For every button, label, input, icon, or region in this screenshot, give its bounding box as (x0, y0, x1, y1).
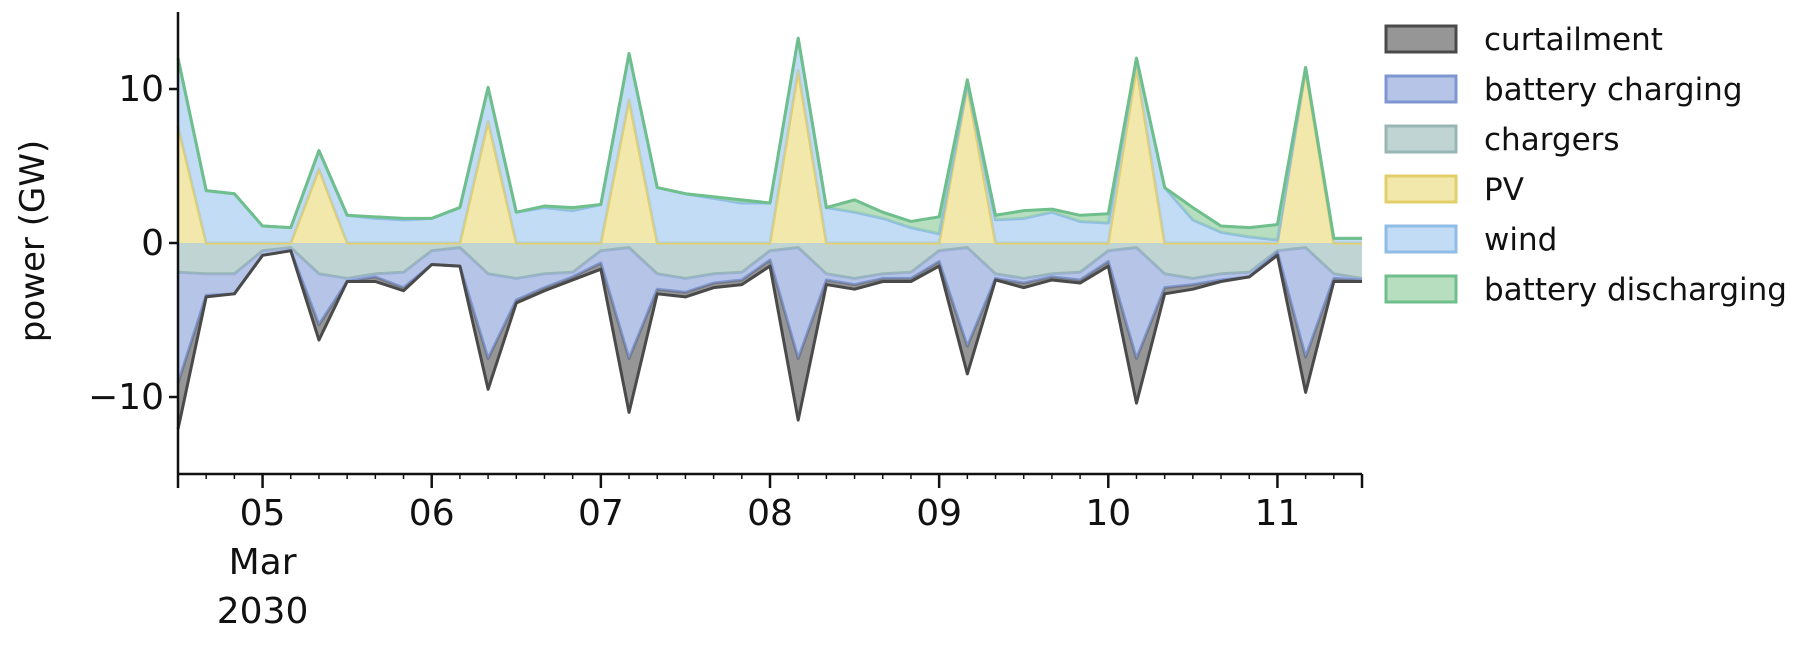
y-tick-label: −10 (88, 377, 164, 418)
x-tick-label: 07 (578, 493, 624, 534)
legend-swatch-pv (1384, 174, 1458, 204)
y-tick-label: 0 (141, 223, 164, 264)
y-tick-label: 10 (118, 69, 164, 110)
legend-label-wind: wind (1484, 222, 1557, 258)
y-axis-label: power (GW) (13, 140, 53, 342)
area-wind (178, 38, 1362, 244)
area-chargers (178, 243, 1362, 279)
x-tick-label: 08 (747, 493, 793, 534)
area-edge-curtailment (176, 249, 1362, 430)
legend-swatch-battery-discharging (1384, 274, 1458, 304)
x-tick-label: 06 (409, 493, 455, 534)
legend-label-pv: PV (1484, 172, 1524, 208)
area-pv (178, 67, 1362, 243)
legend-swatch-battery-charging (1384, 74, 1458, 104)
x-tick-sublabel: 2030 (217, 591, 309, 632)
x-tick-label: 10 (1085, 493, 1131, 534)
x-tick-label: 09 (916, 493, 962, 534)
legend-label-curtailment: curtailment (1484, 22, 1663, 58)
legend-swatch-curtailment (1384, 24, 1458, 54)
axes-layer: −10 0 10 05 Mar 2030 06 07 08 09 10 11 (88, 12, 1364, 632)
area-battery-charging (178, 247, 1362, 384)
legend-label-chargers: chargers (1484, 122, 1620, 158)
x-tick-label: 05 (240, 493, 286, 534)
stacked-area-layer (176, 36, 1363, 430)
legend: curtailment battery charging chargers PV win… (1384, 22, 1787, 308)
x-tick-sublabel: Mar (229, 542, 297, 583)
legend-swatch-chargers (1384, 124, 1458, 154)
legend-swatch-wind (1384, 224, 1458, 254)
area-curtailment (178, 250, 1362, 430)
x-tick-label: 11 (1255, 493, 1301, 534)
area-edge-battery-discharging (176, 36, 1362, 240)
legend-label-battery-discharging: battery discharging (1484, 272, 1787, 308)
legend-label-battery-charging: battery charging (1484, 72, 1743, 108)
